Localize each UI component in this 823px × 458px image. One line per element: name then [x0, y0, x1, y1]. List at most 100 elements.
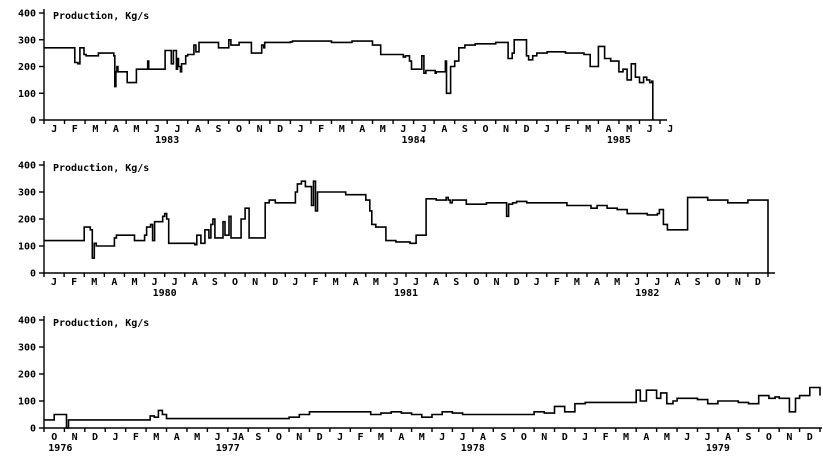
- x-tick-label: M: [614, 277, 620, 288]
- x-tick-label: J: [582, 432, 588, 443]
- x-tick-label: N: [252, 277, 258, 288]
- x-tick-label: A: [195, 124, 201, 135]
- year-label: 1978: [461, 443, 485, 454]
- x-tick-label: S: [462, 124, 468, 135]
- year-label: 1979: [706, 443, 730, 454]
- y-tick-label: 300: [18, 188, 36, 199]
- x-tick-label: J: [112, 432, 118, 443]
- x-tick-label: A: [725, 432, 731, 443]
- x-tick-label: O: [473, 277, 479, 288]
- x-tick-label: J: [544, 124, 550, 135]
- x-tick-label: J: [152, 277, 158, 288]
- x-tick-label: A: [433, 277, 439, 288]
- year-label: 1983: [155, 135, 179, 146]
- x-tick-label: S: [746, 432, 752, 443]
- x-tick-label: S: [500, 432, 506, 443]
- y-tick-label: 100: [18, 397, 36, 408]
- x-tick-label: N: [296, 432, 302, 443]
- chart-title: Production, Kg/s: [53, 317, 149, 329]
- production-series-line: [44, 386, 821, 429]
- x-tick-label: O: [276, 432, 282, 443]
- x-tick-label: D: [755, 277, 761, 288]
- x-tick-label: S: [212, 277, 218, 288]
- x-tick-label: S: [695, 277, 701, 288]
- x-tick-label: N: [503, 124, 509, 135]
- y-tick-label: 400: [18, 316, 36, 327]
- x-tick-label: A: [353, 277, 359, 288]
- x-tick-label: J: [705, 432, 711, 443]
- x-tick-label: F: [565, 124, 571, 135]
- y-tick-label: 200: [18, 215, 36, 226]
- x-tick-label: J: [51, 277, 57, 288]
- x-tick-label: A: [174, 432, 180, 443]
- x-tick-label: A: [359, 124, 365, 135]
- x-tick-label: O: [715, 277, 721, 288]
- production-series-line: [44, 39, 654, 120]
- x-tick-label: J: [421, 124, 427, 135]
- chart-panel-1: 0 100 200 300 400 Production, Kg/s J F M A M J J A S O N…: [18, 9, 673, 147]
- x-tick-label: F: [554, 277, 560, 288]
- y-tick-label: 0: [30, 269, 36, 280]
- x-tick-label: S: [216, 124, 222, 135]
- x-tick-label: O: [482, 124, 488, 135]
- x-tick-label: M: [92, 124, 98, 135]
- x-tick-label: S: [255, 432, 261, 443]
- x-tick-label: F: [72, 124, 78, 135]
- x-tick-label: D: [807, 432, 813, 443]
- x-tick-label: J: [400, 124, 406, 135]
- x-tick-label: O: [766, 432, 772, 443]
- x-tick-label: M: [339, 124, 345, 135]
- x-tick-label: J: [172, 277, 178, 288]
- x-tick-label: A: [111, 277, 117, 288]
- chart-title: Production, Kg/s: [53, 10, 149, 22]
- x-tick-label: M: [664, 432, 670, 443]
- y-tick-label: 100: [18, 242, 36, 253]
- x-tick-label: M: [626, 124, 632, 135]
- x-tick-label: N: [72, 432, 78, 443]
- x-tick-label: F: [318, 124, 324, 135]
- x-tick-label: A: [441, 124, 447, 135]
- x-tick-label: J: [298, 124, 304, 135]
- year-label: 1984: [402, 135, 426, 146]
- x-tick-label: J: [337, 432, 343, 443]
- year-label: 1977: [216, 443, 240, 454]
- chart-title: Production, Kg/s: [53, 162, 149, 174]
- x-tick-label: A: [643, 432, 649, 443]
- x-tick-label: O: [236, 124, 242, 135]
- x-tick-label: F: [71, 277, 77, 288]
- x-tick-label: M: [380, 124, 386, 135]
- x-tick-label: J: [215, 432, 221, 443]
- x-tick-label: M: [378, 432, 384, 443]
- x-tick-label: M: [194, 432, 200, 443]
- x-tick-label: D: [272, 277, 278, 288]
- x-tick-label: M: [574, 277, 580, 288]
- x-tick-label: F: [312, 277, 318, 288]
- y-tick-label: 200: [18, 62, 36, 73]
- x-tick-label: J: [684, 432, 690, 443]
- x-tick-label: D: [514, 277, 520, 288]
- x-tick-label: A: [398, 432, 404, 443]
- x-tick-label: A: [113, 124, 119, 135]
- x-tick-label: N: [786, 432, 792, 443]
- y-tick-label: 100: [18, 89, 36, 100]
- x-tick-label: F: [133, 432, 139, 443]
- x-tick-label: S: [453, 277, 459, 288]
- x-tick-label: N: [541, 432, 547, 443]
- year-label: 1985: [607, 135, 631, 146]
- x-tick-label: D: [92, 432, 98, 443]
- x-tick-label: J: [413, 277, 419, 288]
- x-tick-label: M: [373, 277, 379, 288]
- x-tick-label: J: [439, 432, 445, 443]
- x-tick-label: J: [154, 124, 160, 135]
- x-tick-label: F: [603, 432, 609, 443]
- x-tick-label: M: [623, 432, 629, 443]
- y-tick-label: 400: [18, 9, 36, 20]
- x-tick-label: N: [493, 277, 499, 288]
- x-tick-label: A: [606, 124, 612, 135]
- x-tick-label: F: [358, 432, 364, 443]
- x-tick-label: J: [393, 277, 399, 288]
- x-tick-label: M: [333, 277, 339, 288]
- x-tick-label: J: [634, 277, 640, 288]
